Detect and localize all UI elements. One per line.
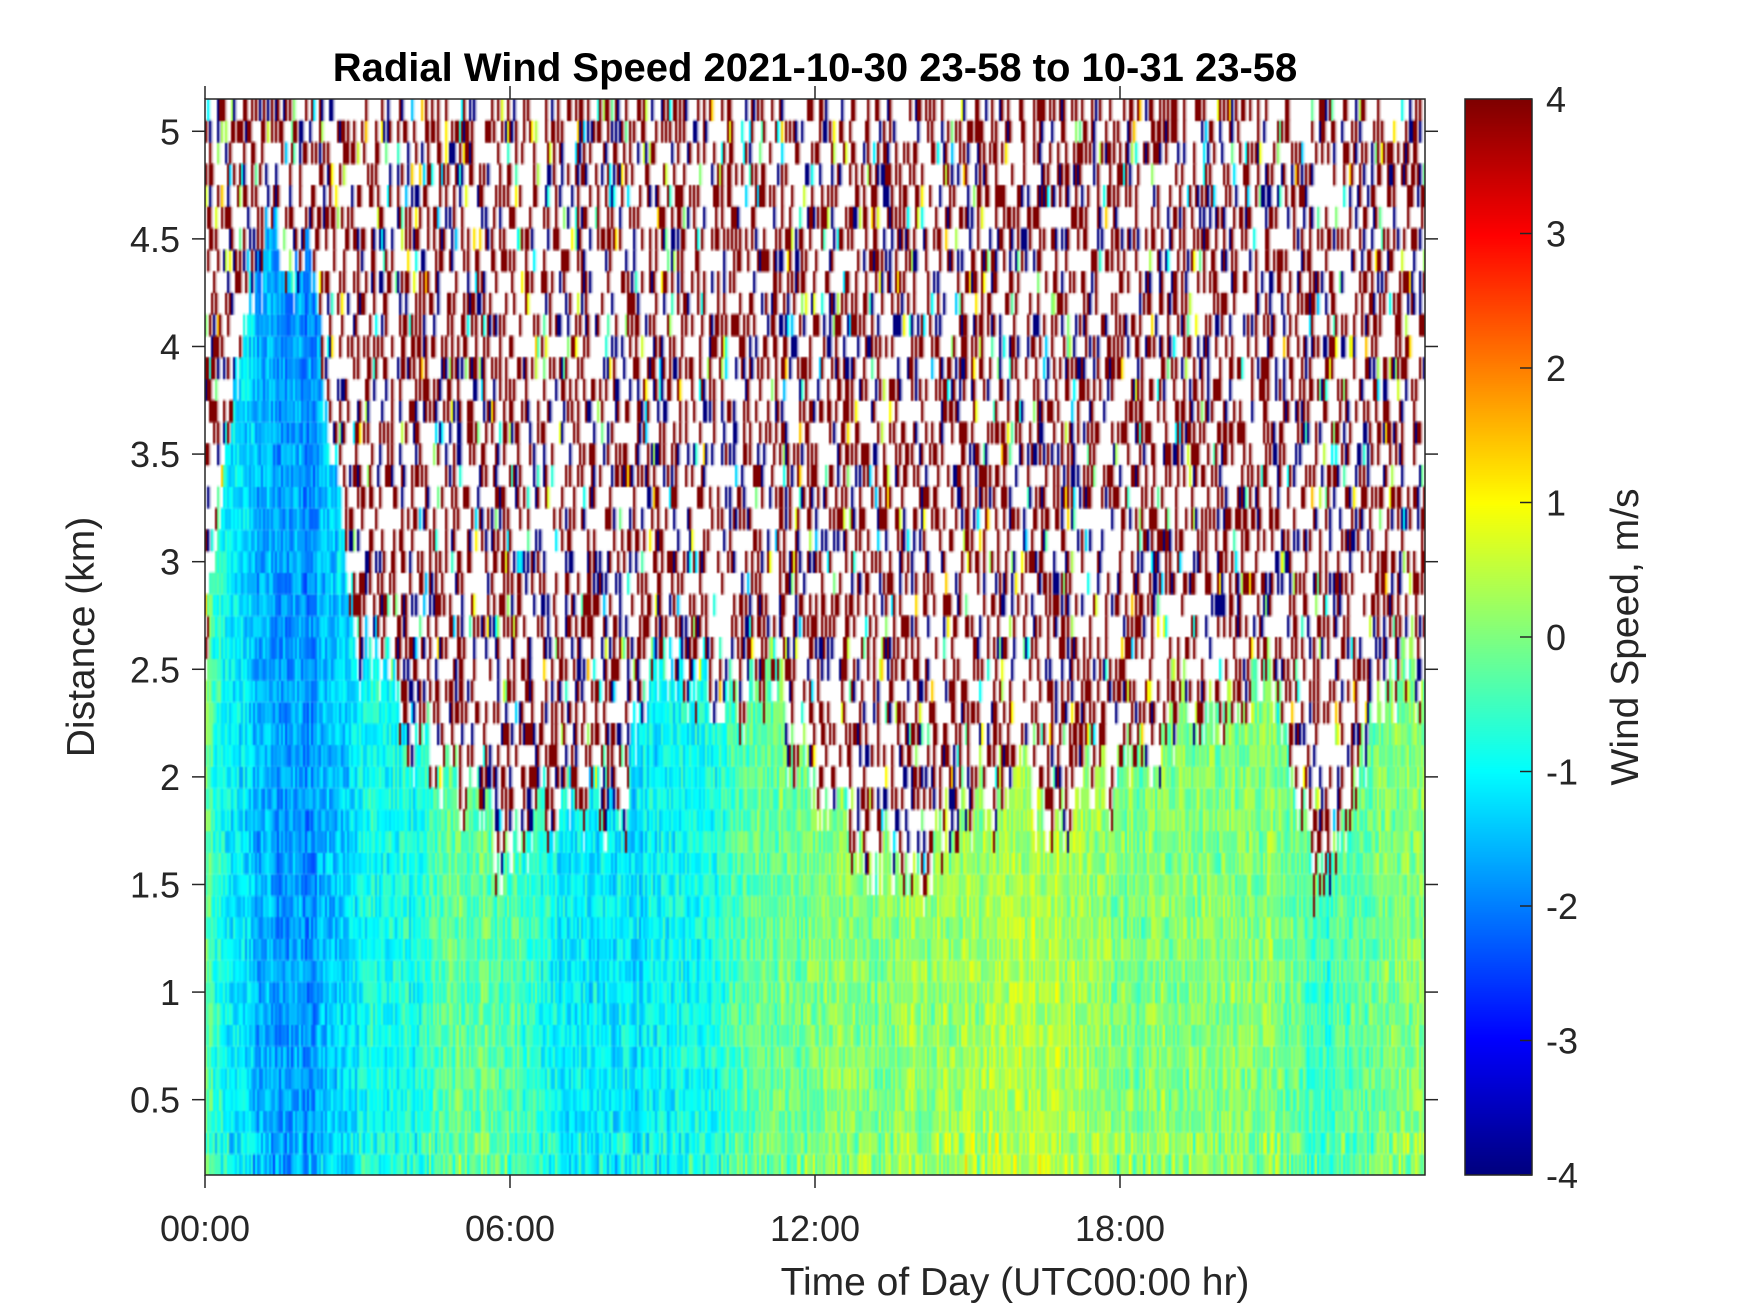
colorbar-tick-label: 2 bbox=[1546, 348, 1566, 389]
colorbar-tick-label: 1 bbox=[1546, 483, 1566, 524]
y-tick-label: 2.5 bbox=[130, 649, 180, 690]
colorbar-tick-label: 3 bbox=[1546, 214, 1566, 255]
y-tick-label: 5 bbox=[160, 111, 180, 152]
y-tick-label: 1 bbox=[160, 972, 180, 1013]
y-tick-label: 1.5 bbox=[130, 864, 180, 905]
y-tick-label: 3.5 bbox=[130, 434, 180, 475]
x-axis-label: Time of Day (UTC00:00 hr) bbox=[781, 1261, 1250, 1304]
y-tick-label: 0.5 bbox=[130, 1080, 180, 1121]
y-axis-label: Distance (km) bbox=[60, 517, 103, 758]
colorbar-tick-label: -4 bbox=[1546, 1155, 1578, 1196]
colorbar-tick-label: -3 bbox=[1546, 1021, 1578, 1062]
colorbar-tick-label: 4 bbox=[1546, 79, 1566, 120]
x-tick-label: 06:00 bbox=[465, 1208, 555, 1249]
y-tick-label: 3 bbox=[160, 542, 180, 583]
colorbar-tick-label: 0 bbox=[1546, 617, 1566, 658]
colorbar-tick-label: -2 bbox=[1546, 886, 1578, 927]
y-tick-label: 4 bbox=[160, 326, 180, 367]
colorbar-label: Wind Speed, m/s bbox=[1604, 489, 1647, 786]
heatmap-image bbox=[205, 99, 1425, 1175]
y-tick-label: 4.5 bbox=[130, 219, 180, 260]
x-tick-label: 12:00 bbox=[770, 1208, 860, 1249]
y-tick-label: 2 bbox=[160, 757, 180, 798]
x-tick-label: 00:00 bbox=[160, 1208, 250, 1249]
colorbar-tick-label: -1 bbox=[1546, 752, 1578, 793]
x-tick-label: 18:00 bbox=[1075, 1208, 1165, 1249]
plot-frame bbox=[204, 98, 1426, 1176]
chart-title: Radial Wind Speed 2021-10-30 23-58 to 10… bbox=[333, 46, 1298, 90]
